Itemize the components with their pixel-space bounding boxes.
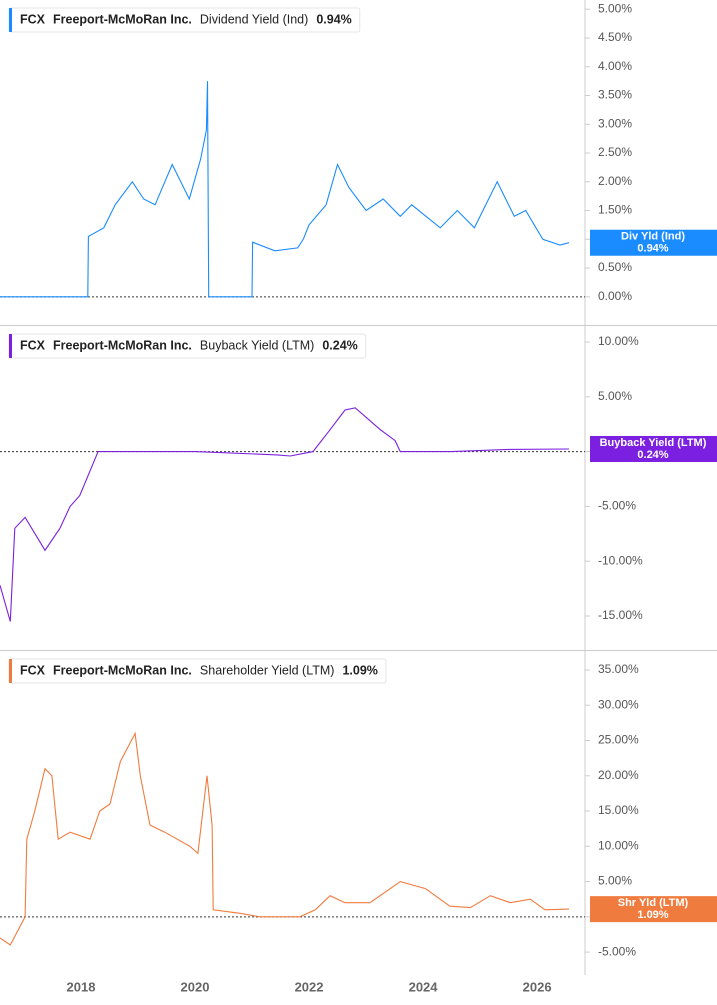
series-line (0, 731, 570, 946)
y-tick-label: 20.00% (598, 768, 639, 782)
y-tick-label: 35.00% (598, 662, 639, 676)
y-tick-label: -10.00% (598, 553, 643, 567)
legend-last-value-label: 1.09% (342, 663, 377, 677)
y-tick-label: 4.50% (598, 30, 632, 44)
value-tag-box (590, 435, 717, 462)
legend-last-value-label: 0.94% (316, 12, 351, 26)
y-tick-label: 10.00% (598, 838, 639, 852)
value-tag: Shr Yld (LTM)1.09% (590, 896, 717, 923)
x-tick-label: 2020 (181, 979, 210, 994)
x-tick-label: 2026 (523, 979, 552, 994)
value-tag: Div Yld (Ind)0.94% (590, 229, 717, 256)
value-tag-value: 0.94% (637, 243, 668, 255)
y-tick-label: 0.50% (598, 260, 632, 274)
legend-metric: Buyback Yield (LTM) (200, 338, 314, 352)
y-tick-label: 5.00% (598, 874, 632, 888)
y-tick-label: 3.00% (598, 116, 632, 130)
legend-company: Freeport-McMoRan Inc. (53, 338, 192, 352)
legend-metric: Dividend Yield (Ind) (200, 12, 308, 26)
y-tick-label: -15.00% (598, 608, 643, 622)
value-tag-value: 0.24% (637, 449, 668, 461)
y-tick-label: 30.00% (598, 697, 639, 711)
y-tick-label: 2.00% (598, 174, 632, 188)
x-tick-label: 2024 (409, 979, 439, 994)
legend-swatch (9, 334, 12, 358)
legend-last-value-label: 0.24% (322, 338, 357, 352)
value-tag-label: Div Yld (Ind) (621, 231, 685, 243)
y-tick-label: 1.50% (598, 203, 632, 217)
y-tick-label: 15.00% (598, 803, 639, 817)
value-tag-box (590, 896, 717, 923)
legend-swatch (9, 659, 12, 683)
legend: FCX Freeport-McMoRan Inc. Buyback Yield (L… (8, 333, 367, 359)
y-tick-label: 10.00% (598, 334, 639, 348)
value-tag-box (590, 229, 717, 256)
value-tag-value: 1.09% (637, 909, 668, 921)
x-tick-label: 2018 (67, 979, 96, 994)
legend-metric: Shareholder Yield (LTM) (200, 663, 335, 677)
y-tick-label: 25.00% (598, 733, 639, 747)
y-tick-label: -5.00% (598, 944, 636, 958)
value-tag: Buyback Yield (LTM)0.24% (590, 435, 717, 462)
series-line (0, 81, 570, 298)
legend-ticker: FCX (20, 12, 46, 26)
value-tag-label: Shr Yld (LTM) (618, 897, 689, 909)
legend-ticker: FCX (20, 338, 46, 352)
legend-swatch (9, 8, 12, 32)
value-tag-label: Buyback Yield (LTM) (600, 437, 707, 449)
legend-company: Freeport-McMoRan Inc. (53, 12, 192, 26)
y-tick-label: -5.00% (598, 499, 636, 513)
legend: FCX Freeport-McMoRan Inc. Dividend Yield (… (8, 7, 361, 33)
y-tick-label: 0.00% (598, 289, 632, 303)
y-tick-label: 4.00% (598, 59, 632, 73)
y-tick-label: 5.00% (598, 1, 632, 15)
x-tick-label: 2022 (295, 979, 324, 994)
y-tick-label: 2.50% (598, 145, 632, 159)
series-line (0, 407, 570, 622)
legend-ticker: FCX (20, 663, 46, 677)
legend-company: Freeport-McMoRan Inc. (53, 663, 192, 677)
y-tick-label: 5.00% (598, 389, 632, 403)
y-tick-label: 3.50% (598, 88, 632, 102)
legend: FCX Freeport-McMoRan Inc. Shareholder Yiel… (8, 658, 387, 684)
